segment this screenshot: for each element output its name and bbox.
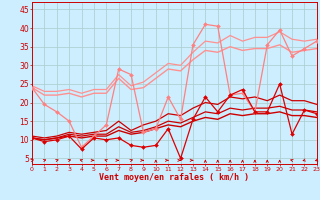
- X-axis label: Vent moyen/en rafales ( km/h ): Vent moyen/en rafales ( km/h ): [100, 173, 249, 182]
